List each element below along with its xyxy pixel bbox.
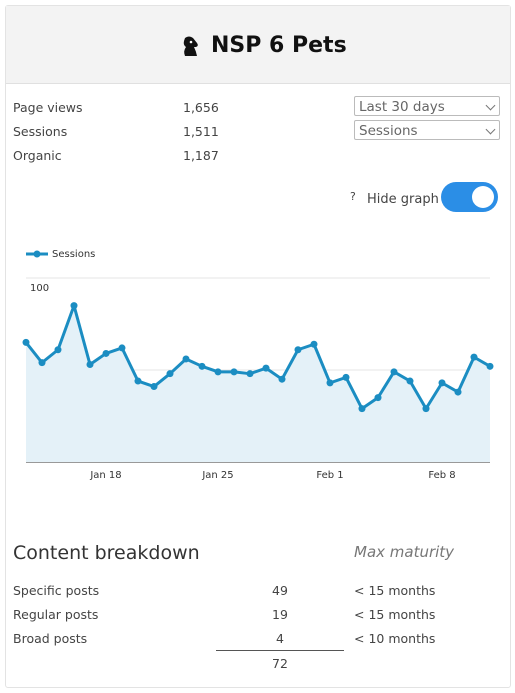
point: [182, 355, 190, 363]
point: [374, 394, 382, 402]
row-count: 19: [272, 607, 288, 622]
point: [150, 383, 158, 391]
total: 72: [272, 656, 288, 671]
point: [406, 377, 414, 385]
point: [262, 364, 270, 372]
point: [118, 344, 126, 352]
breakdown-title: Content breakdown: [13, 542, 200, 564]
area: [26, 305, 490, 462]
row-maturity: < 15 months: [354, 607, 436, 622]
stat-value: 1,656: [183, 100, 219, 115]
point: [214, 368, 222, 376]
row-label: Regular posts: [13, 607, 99, 622]
stat-value: 1,187: [183, 148, 219, 163]
point: [246, 370, 254, 378]
metric-select[interactable]: Sessions: [354, 120, 500, 140]
point: [326, 379, 334, 387]
legend-dot: [33, 250, 41, 258]
point: [438, 379, 446, 387]
toggle-label: Hide graph: [367, 192, 439, 207]
point: [390, 368, 398, 376]
point: [54, 346, 62, 354]
row-label: Specific posts: [13, 583, 100, 598]
point: [310, 340, 318, 348]
total-rule: [216, 650, 344, 651]
range-select[interactable]: Last 30 days: [354, 96, 500, 116]
point: [38, 359, 46, 367]
point: [454, 388, 462, 396]
stat-value: 1,511: [183, 124, 219, 139]
toggle-knob: [472, 186, 494, 208]
point: [342, 373, 350, 381]
stat-label: Page views: [13, 100, 83, 115]
x-tick-label: Jan 25: [201, 470, 233, 481]
x-tick-label: Feb 8: [428, 470, 455, 481]
point: [198, 362, 206, 370]
point: [22, 338, 30, 346]
help-icon[interactable]: ?: [350, 190, 356, 203]
graph-toggle[interactable]: [441, 182, 498, 212]
point: [358, 405, 366, 413]
title: NSP 6 Pets: [211, 33, 347, 58]
x-tick-label: Jan 18: [89, 470, 121, 481]
row-maturity: < 15 months: [354, 583, 436, 598]
row-label: Broad posts: [13, 631, 88, 646]
point: [70, 302, 78, 310]
row-maturity: < 10 months: [354, 631, 436, 646]
row-count: 49: [272, 583, 288, 598]
point: [86, 360, 94, 368]
point: [278, 375, 286, 383]
point: [166, 370, 174, 378]
point: [230, 368, 238, 376]
stat-label: Sessions: [13, 124, 68, 139]
point: [470, 353, 478, 361]
dog-icon: [183, 36, 198, 56]
point: [422, 405, 430, 413]
x-tick-label: Feb 1: [316, 470, 343, 481]
header: NSP 6 Pets: [6, 6, 510, 84]
stat-label: Organic: [13, 148, 62, 163]
point: [134, 377, 142, 385]
y-tick-label: 100: [30, 283, 49, 294]
point: [486, 362, 494, 370]
point: [102, 349, 110, 357]
widget-card: NSP 6 Pets: [5, 5, 511, 688]
point: [294, 346, 302, 354]
maturity-header: Max maturity: [354, 543, 455, 561]
row-count: 4: [276, 631, 284, 646]
legend-label: Sessions: [52, 249, 95, 260]
